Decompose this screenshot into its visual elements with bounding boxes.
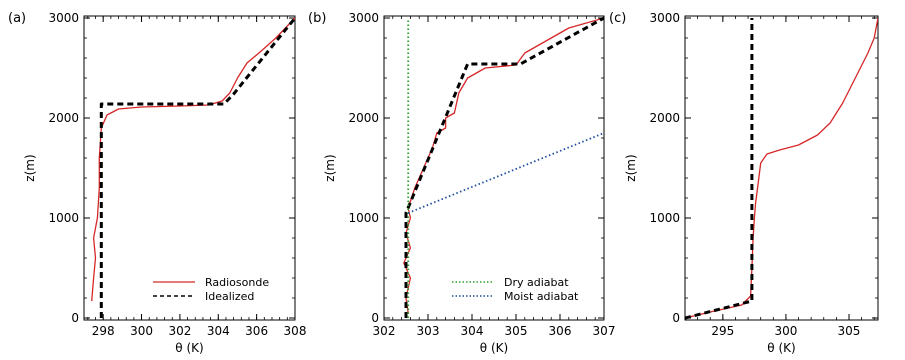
x-tick-label: 302 xyxy=(373,324,396,338)
series-moist-adiabat xyxy=(407,132,604,214)
plot-frame xyxy=(684,15,879,321)
plot-frame xyxy=(383,15,605,321)
y-tick-label: 3000 xyxy=(348,11,379,25)
x-tick-label: 306 xyxy=(549,324,572,338)
x-axis-label: θ (K) xyxy=(767,341,795,355)
y-tick-label: 0 xyxy=(672,311,680,325)
y-tick-label: 0 xyxy=(71,311,79,325)
series-idealized xyxy=(99,17,295,318)
y-tick-label: 1000 xyxy=(348,211,379,225)
y-tick-label: 2000 xyxy=(649,111,680,125)
x-tick-label: 300 xyxy=(130,324,153,338)
x-tick-label: 307 xyxy=(593,324,616,338)
x-tick-label: 304 xyxy=(461,324,484,338)
legend-label: Radiosonde xyxy=(205,276,269,289)
y-tick-label: 1000 xyxy=(48,211,79,225)
x-tick-label: 305 xyxy=(838,324,861,338)
chart-panel-3: 295 300 305 0 1000 2000 3000 (c) θ (K) z(m) xyxy=(609,11,879,355)
chart-panel-1: 298 300 302 304 306 308 0 1000 2000 3000 (a) θ (K) z… xyxy=(8,11,306,355)
x-tick-label: 304 xyxy=(207,324,230,338)
x-tick-label: 308 xyxy=(284,324,307,338)
legend-label: Dry adiabat xyxy=(504,276,569,289)
series-idealized xyxy=(404,16,604,318)
legend-label: Idealized xyxy=(205,290,254,303)
y-tick-label: 3000 xyxy=(649,11,680,25)
x-tick-label: 306 xyxy=(245,324,268,338)
plot-frame xyxy=(83,15,296,321)
x-tick-label: 295 xyxy=(711,324,734,338)
y-axis-label: z(m) xyxy=(323,154,337,181)
x-axis-label: θ (K) xyxy=(480,341,508,355)
y-tick-label: 0 xyxy=(371,311,379,325)
x-axis-label: θ (K) xyxy=(175,341,203,355)
series-radiosonde xyxy=(685,17,878,319)
x-tick-label: 302 xyxy=(168,324,191,338)
y-tick-label: 2000 xyxy=(348,111,379,125)
panel-label: (c) xyxy=(609,11,626,26)
panel-label: (a) xyxy=(8,11,26,26)
panel-label: (b) xyxy=(308,11,326,26)
y-tick-label: 3000 xyxy=(48,11,79,25)
series-radiosonde xyxy=(403,17,604,314)
x-tick-label: 303 xyxy=(417,324,440,338)
series-radiosonde xyxy=(91,17,295,302)
y-tick-label: 2000 xyxy=(48,111,79,125)
chart-panel-2: 302 303 304 305 306 307 0 1000 2000 3000 (b) θ (K) z… xyxy=(308,11,615,355)
x-tick-label: 305 xyxy=(505,324,528,338)
y-axis-label: z(m) xyxy=(23,154,37,181)
legend-label: Moist adiabat xyxy=(504,290,579,303)
y-axis-label: z(m) xyxy=(624,154,638,181)
series-idealized xyxy=(685,18,754,320)
x-tick-label: 300 xyxy=(774,324,797,338)
x-tick-label: 298 xyxy=(92,324,115,338)
y-tick-label: 1000 xyxy=(649,211,680,225)
